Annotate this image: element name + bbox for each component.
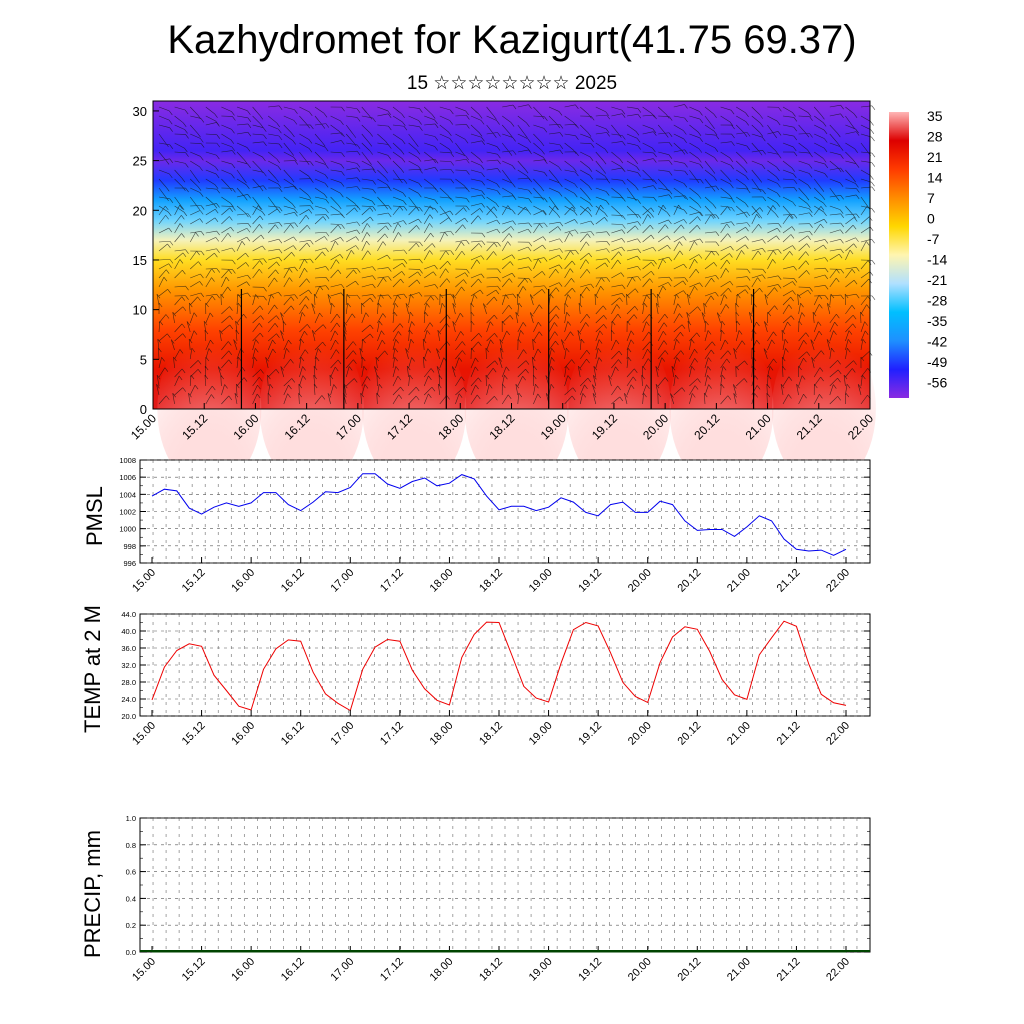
temp-xtick-label: 15.00: [130, 720, 158, 748]
colorbar-label: 28: [927, 129, 943, 145]
colorbar-label: 7: [927, 190, 935, 206]
pmsl-xtick-label: 22.00: [824, 567, 852, 595]
precip-xtick-label: 21.12: [775, 956, 803, 984]
temp-xtick-label: 20.00: [626, 720, 654, 748]
temp-xtick-label: 21.12: [775, 720, 803, 748]
pmsl-series-line: [151, 473, 847, 556]
precip-xtick-label: 21.00: [725, 956, 753, 984]
heatmap-ytick-label: 5: [140, 352, 147, 367]
heatmap-ytick-label: 0: [140, 402, 147, 417]
pmsl-xtick-label: 16.12: [279, 567, 307, 595]
heatmap-xtick-label: 15.00: [128, 411, 159, 442]
temp-xtick-label: 16.00: [229, 720, 257, 748]
heatmap-ytick-label: 25: [133, 154, 147, 169]
pmsl-xtick-label: 18.00: [428, 567, 456, 595]
temp-ytick-label: 36.0: [121, 644, 136, 653]
pmsl-xtick-label: 17.12: [378, 567, 406, 595]
precip-ytick-label: 0.6: [126, 868, 136, 877]
pmsl-panel: 996 998 1000 1002 1004 1006 1008: [119, 456, 871, 568]
pmsl-xtick-label: 21.00: [725, 567, 753, 595]
colorbar-label: -49: [927, 354, 947, 370]
precip-xtick-label: 19.00: [527, 956, 555, 984]
temp-xtick-label: 19.00: [527, 720, 555, 748]
page-title: Kazhydromet for Kazigurt(41.75 69.37): [167, 18, 857, 62]
precip-xtick-label: 16.12: [279, 956, 307, 984]
precip-ytick-label: 0.8: [126, 841, 136, 850]
temp-ytick-label: 20.0: [121, 712, 136, 721]
precip-xtick-label: 16.00: [229, 956, 257, 984]
colorbar-label: 35: [927, 108, 943, 124]
temp-ytick-label: 28.0: [121, 678, 136, 687]
temp-xtick-label: 18.12: [477, 720, 505, 748]
colorbar-label: -42: [927, 334, 947, 350]
colorbar-label: -28: [927, 293, 947, 309]
pmsl-ytick-label: 998: [123, 542, 136, 551]
precip-xtick-label: 15.12: [180, 956, 208, 984]
precip-xtick-label: 15.00: [130, 956, 158, 984]
temp-xtick-label: 20.12: [675, 720, 703, 748]
colorbar-label: -35: [927, 313, 947, 329]
pmsl-xtick-label: 15.00: [130, 567, 158, 595]
precip-ytick-label: 0.0: [126, 948, 136, 957]
colorbar-label: -7: [927, 231, 940, 247]
temp-xtick-label: 17.12: [378, 720, 406, 748]
precip-xtick-label: 19.12: [576, 956, 604, 984]
pmsl-xtick-label: 17.00: [328, 567, 356, 595]
temp-xtick-label: 16.12: [279, 720, 307, 748]
colorbar-label: 14: [927, 170, 943, 186]
wind-barbs: [156, 104, 876, 405]
temp-ytick-label: 44.0: [121, 610, 136, 619]
temp-xtick-label: 21.00: [725, 720, 753, 748]
temp-xtick-label: 17.00: [328, 720, 356, 748]
temp-panel: 20.0 24.0 28.0 32.0 36.0 40.0 44.0: [121, 610, 871, 721]
pmsl-ytick-label: 1002: [119, 508, 136, 517]
precip-ytick-label: 1.0: [126, 814, 136, 823]
colorbar-label: 0: [927, 211, 935, 227]
pmsl-xtick-label: 19.00: [527, 567, 555, 595]
temp-xtick-label: 18.00: [428, 720, 456, 748]
pmsl-xtick-label: 15.12: [180, 567, 208, 595]
pmsl-xtick-label: 20.00: [626, 567, 654, 595]
temp-ytick-label: 32.0: [121, 661, 136, 670]
precip-panel: 0.0 0.2 0.4 0.6 0.8 1.0: [126, 814, 871, 957]
precip-xtick-label: 17.12: [378, 956, 406, 984]
colorbar-label: 21: [927, 149, 943, 165]
pmsl-xtick-label: 20.12: [675, 567, 703, 595]
precip-xtick-label: 17.00: [328, 956, 356, 984]
pmsl-ytick-label: 1000: [119, 525, 136, 534]
colorbar-label: -14: [927, 252, 947, 268]
pmsl-ytick-label: 1004: [119, 490, 136, 499]
precip-xtick-label: 22.00: [824, 956, 852, 984]
pmsl-ytick-label: 996: [123, 559, 136, 568]
colorbar: [889, 112, 909, 398]
pmsl-ytick-label: 1006: [119, 473, 136, 482]
heatmap-ytick-label: 10: [133, 303, 147, 318]
pmsl-xtick-label: 21.12: [775, 567, 803, 595]
heatmap-ytick-label: 20: [133, 203, 147, 218]
temp-xtick-label: 22.00: [824, 720, 852, 748]
precip-xtick-label: 18.12: [477, 956, 505, 984]
temp-series-line: [151, 620, 847, 712]
temp-xtick-label: 15.12: [180, 720, 208, 748]
colorbar-label: -56: [927, 375, 947, 391]
colorbar-label: -21: [927, 272, 947, 288]
heatmap-ytick-label: 30: [133, 104, 147, 119]
precip-xtick-label: 20.00: [626, 956, 654, 984]
precip-ytick-label: 0.4: [126, 894, 136, 903]
pmsl-xtick-label: 16.00: [229, 567, 257, 595]
page-subtitle: 15 ☆☆☆☆☆☆☆☆ 2025: [406, 73, 618, 94]
pmsl-xtick-label: 19.12: [576, 567, 604, 595]
temp-xtick-label: 19.12: [576, 720, 604, 748]
pmsl-ytick-label: 1008: [119, 456, 136, 465]
temp-ytick-label: 24.0: [121, 695, 136, 704]
precip-xtick-label: 20.12: [675, 956, 703, 984]
precip-ytick-label: 0.2: [126, 921, 136, 930]
pmsl-xtick-label: 18.12: [477, 567, 505, 595]
precip-xtick-label: 18.00: [428, 956, 456, 984]
temp-ytick-label: 40.0: [121, 627, 136, 636]
heatmap-ytick-label: 15: [133, 253, 147, 268]
